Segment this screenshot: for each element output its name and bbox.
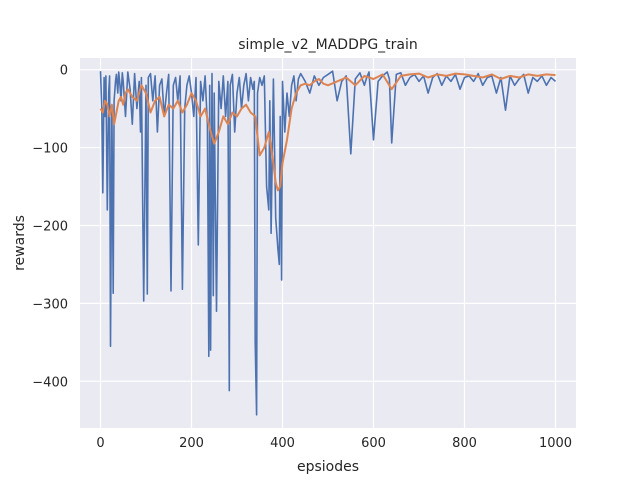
series-line-raw — [99, 70, 557, 416]
x-tick-label: 200 — [179, 436, 204, 451]
y-tick-label: −100 — [32, 142, 68, 157]
series-line-smoothed — [99, 72, 556, 192]
y-axis-title: rewards — [12, 215, 28, 271]
x-tick-label: 1000 — [539, 436, 572, 451]
ticks: 0 200 400 600 800 1000 0 −100 −200 −300 −400 — [32, 64, 572, 451]
x-axis-title: epsiodes — [297, 459, 359, 475]
x-tick-label: 0 — [96, 436, 104, 451]
plot-background — [80, 58, 576, 428]
x-tick-label: 400 — [270, 436, 295, 451]
y-tick-label: −300 — [32, 297, 68, 312]
series-layer — [99, 70, 557, 416]
x-tick-label: 800 — [452, 436, 477, 451]
chart-title: simple_v2_MADDPG_train — [238, 37, 418, 53]
x-tick-label: 600 — [361, 436, 386, 451]
y-tick-label: −400 — [32, 375, 68, 390]
y-tick-label: −200 — [32, 219, 68, 234]
y-tick-label: 0 — [60, 64, 68, 79]
